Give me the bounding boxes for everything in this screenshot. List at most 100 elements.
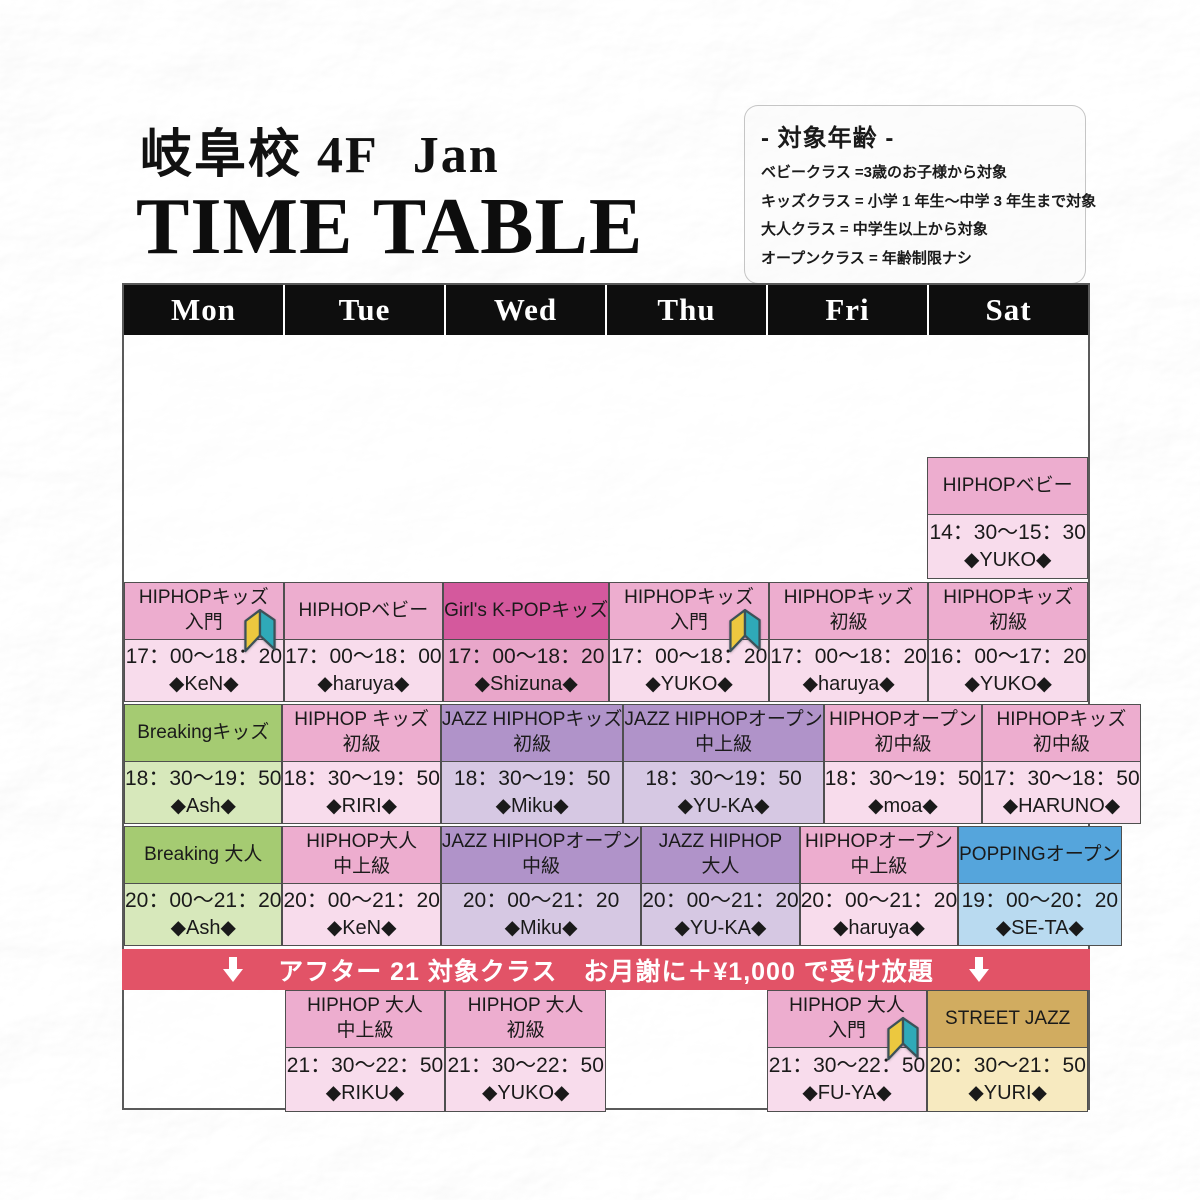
empty-cell xyxy=(606,990,767,1112)
class-teacher: ◆moa◆ xyxy=(868,795,938,818)
day-header-mon: Mon xyxy=(124,285,283,335)
class-level: 初級 xyxy=(513,734,552,755)
class-level: 初級 xyxy=(506,1020,545,1041)
class-cell-sat-hiphop-kids-basic: HIPHOPキッズ 初級 16：00～17：20 ◆YUKO◆ xyxy=(928,582,1088,702)
beginner-mark-icon xyxy=(729,608,761,653)
class-cell-fri-hiphop-open: HIPHOPオープン 初中級 18：30～19：50 ◆moa◆ xyxy=(823,704,983,824)
class-title: HIPHOPキッズ xyxy=(783,587,914,609)
class-teacher: ◆YUKO◆ xyxy=(481,1082,570,1105)
class-level: 中上級 xyxy=(336,1020,394,1041)
empty-cell xyxy=(445,457,606,579)
age-legend-box: - 対象年齢 - ベビークラス =3歳のお子様から対象 キッズクラス = 小学 … xyxy=(744,105,1097,284)
class-teacher: ◆YU-KA◆ xyxy=(677,795,770,818)
class-time: 20：00～21：20 xyxy=(642,888,799,912)
class-time: 20：00～21：20 xyxy=(283,888,440,912)
class-level: 中上級 xyxy=(695,734,753,755)
class-teacher: ◆Miku◆ xyxy=(495,795,569,818)
class-level: 入門 xyxy=(184,612,223,633)
class-level: 初級 xyxy=(989,612,1028,633)
class-teacher: ◆RIKU◆ xyxy=(325,1082,405,1105)
class-time: 17：30～18：50 xyxy=(983,766,1140,790)
class-title: HIPHOPオープン xyxy=(829,709,977,731)
class-level: 中級 xyxy=(522,856,561,877)
class-cell-mon-breaking-adult: Breaking 大人 20：00～21：20 ◆Ash◆ xyxy=(124,826,283,946)
class-cell-sat-street-jazz: STREET JAZZ 20：30～21：50 ◆YURI◆ xyxy=(927,990,1088,1112)
class-time: 17：00～18：20 xyxy=(770,644,927,668)
class-level: 中上級 xyxy=(333,856,391,877)
class-time: 18：30～19：50 xyxy=(824,766,982,790)
empty-cell xyxy=(285,457,446,579)
down-arrow-icon xyxy=(968,956,989,982)
empty-cell xyxy=(124,457,285,579)
class-title: POPPINGオープン xyxy=(959,843,1121,865)
page-title: 岐阜校 4F Jan xyxy=(140,112,500,187)
class-cell-tue-hiphop-adult: HIPHOP大人 中上級 20：00～21：20 ◆KeN◆ xyxy=(282,826,441,946)
class-teacher: ◆Ash◆ xyxy=(170,917,236,940)
age-legend-line: 大人クラス = 中学生以上から対象 xyxy=(761,221,988,238)
class-title: HIPHOP キッズ xyxy=(294,709,430,731)
class-teacher: ◆YUKO◆ xyxy=(963,549,1052,572)
class-cell-wed-hiphop-adult-basic: HIPHOP 大人 初級 21：30～22：50 ◆YUKO◆ xyxy=(445,990,606,1112)
class-title: HIPHOPキッズ xyxy=(943,587,1074,609)
class-level: 入門 xyxy=(670,612,709,633)
class-time: 19：00～20：20 xyxy=(961,888,1119,912)
timetable-title: TIME TABLE xyxy=(136,183,644,271)
class-cell-tue-hiphop-kids-basic: HIPHOP キッズ 初級 18：30～19：50 ◆RIRI◆ xyxy=(282,704,441,824)
age-legend-line: ベビークラス =3歳のお子様から対象 xyxy=(761,164,1007,181)
class-teacher: ◆Shizuna◆ xyxy=(474,673,578,696)
month-label: Jan xyxy=(412,127,500,184)
age-legend-line: オープンクラス = 年齢制限ナシ xyxy=(761,249,972,267)
class-cell-fri-hiphop-kids-basic: HIPHOPキッズ 初級 17：00～18：20 ◆haruya◆ xyxy=(768,582,929,702)
schedule-row-early: HIPHOPベビー 14：30～15：30 ◆YUKO◆ xyxy=(124,457,1088,579)
class-teacher: ◆RIRI◆ xyxy=(326,795,398,818)
class-teacher: ◆FU-YA◆ xyxy=(802,1082,892,1105)
age-legend-line: キッズクラス = 小学 1 年生～中学 3 年生まで対象 xyxy=(761,192,1097,210)
empty-cell xyxy=(606,457,767,579)
class-time: 18：30～19：50 xyxy=(453,766,611,790)
down-arrow-icon xyxy=(223,956,244,982)
class-title: HIPHOP 大人 xyxy=(467,995,584,1017)
class-level: 大人 xyxy=(701,856,740,877)
day-header-tue: Tue xyxy=(285,285,444,335)
class-teacher: ◆HARUNO◆ xyxy=(1002,795,1121,818)
class-cell-wed-jazzhiphop-open-mid: JAZZ HIPHOPオープン 中級 20：00～21：20 ◆Miku◆ xyxy=(440,826,642,946)
class-cell-wed-jazzhiphop-kids: JAZZ HIPHOPキッズ 初級 18：30～19：50 ◆Miku◆ xyxy=(440,704,624,824)
class-cell-wed-kpop-kids: Girl's K-POPキッズ 17：00～18：20 ◆Shizuna◆ xyxy=(443,582,610,702)
class-time: 17：00～18：20 xyxy=(447,644,605,668)
class-title: HIPHOPキッズ xyxy=(138,587,269,609)
class-title: HIPHOPベビー xyxy=(298,599,429,621)
beginner-mark-icon xyxy=(887,1016,920,1061)
class-time: 20：00～21：20 xyxy=(125,888,282,912)
class-level: 初級 xyxy=(342,734,381,755)
day-header-wed: Wed xyxy=(446,285,605,335)
class-time: 21：30～22：50 xyxy=(286,1053,444,1077)
class-title: Breakingキッズ xyxy=(137,721,270,743)
class-title: HIPHOPベビー xyxy=(942,474,1073,496)
class-teacher: ◆YUKO◆ xyxy=(645,673,733,696)
class-title: Breaking 大人 xyxy=(144,843,263,865)
class-time: 14：30～15：30 xyxy=(929,520,1086,544)
class-cell-sat-hiphop-kids-mid: HIPHOPキッズ 初中級 17：30～18：50 ◆HARUNO◆ xyxy=(982,704,1141,824)
class-teacher: ◆haruya◆ xyxy=(802,673,895,696)
class-title: JAZZ HIPHOPオープン xyxy=(441,831,641,853)
class-teacher: ◆Miku◆ xyxy=(504,917,578,940)
schedule-row-1: HIPHOPキッズ 入門 17：00～18：20 ◆KeN◆ HIPHOPベビー… xyxy=(124,582,1088,702)
class-time: 18：30～19：50 xyxy=(645,766,802,790)
class-level: 入門 xyxy=(827,1020,866,1041)
beginner-mark-icon xyxy=(243,608,276,653)
schedule-row-3: Breaking 大人 20：00～21：20 ◆Ash◆ HIPHOP大人 中… xyxy=(124,826,1122,946)
class-teacher: ◆KeN◆ xyxy=(326,917,397,940)
class-cell-sat-popping-open: POPPINGオープン 19：00～20：20 ◆SE-TA◆ xyxy=(958,826,1122,946)
class-title: JAZZ HIPHOPオープン xyxy=(624,709,823,731)
class-level: 初中級 xyxy=(1032,734,1090,755)
schedule-row-2: Breakingキッズ 18：30～19：50 ◆Ash◆ HIPHOP キッズ… xyxy=(124,704,1141,824)
class-title: HIPHOPキッズ xyxy=(624,587,754,609)
class-title: JAZZ HIPHOP xyxy=(658,831,783,853)
class-level: 初中級 xyxy=(874,734,932,755)
empty-cell xyxy=(767,457,928,579)
class-title: HIPHOP 大人 xyxy=(789,995,905,1017)
class-title: HIPHOPオープン xyxy=(805,831,953,853)
class-cell-thu-hiphop-kids-beginner: HIPHOPキッズ 入門 17：00～18：20 ◆YUKO◆ xyxy=(609,582,769,702)
class-time: 21：30～22：50 xyxy=(447,1053,604,1077)
class-teacher: ◆haruya◆ xyxy=(832,917,925,940)
